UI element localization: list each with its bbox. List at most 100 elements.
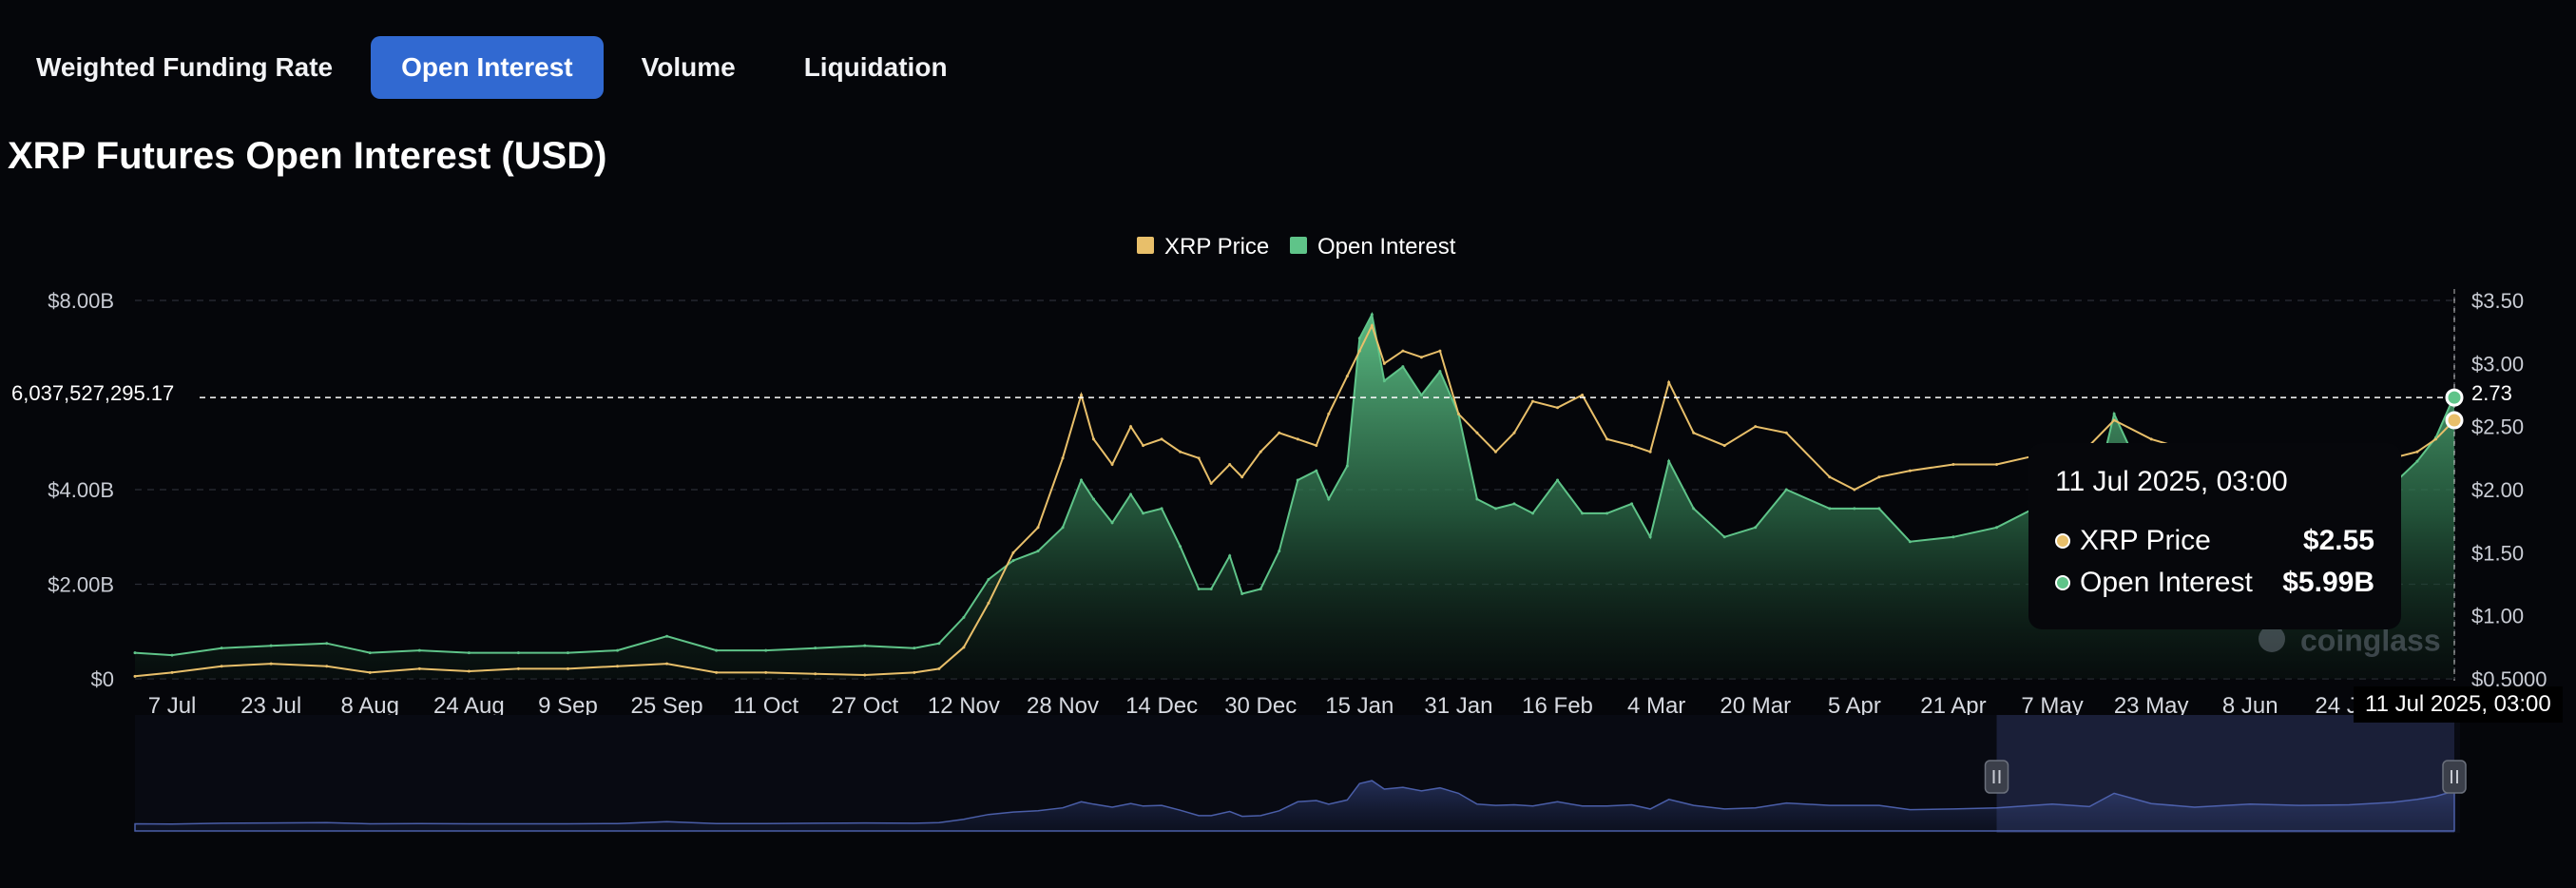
y-left-tick-label-1: $2.00B [48, 573, 114, 597]
oi-point-53 [1605, 512, 1609, 515]
tooltip-value-price: $2.55 [2302, 525, 2374, 556]
price-point-58 [1722, 444, 1726, 448]
price-point-65 [1951, 462, 1955, 466]
legend-item-price[interactable]: XRP Price [1137, 234, 1269, 260]
oi-point-56 [1667, 459, 1671, 463]
crosshair-left-value: 6,037,527,295.17 [4, 378, 183, 409]
oi-point-31 [1209, 587, 1213, 590]
price-point-55 [1648, 450, 1652, 454]
oi-point-45 [1438, 370, 1442, 374]
tab-weighted-funding-rate[interactable]: Weighted Funding Rate [36, 52, 334, 82]
oi-point-13 [764, 648, 768, 652]
price-point-39 [1345, 375, 1349, 378]
price-point-8 [516, 666, 520, 670]
x-tick-label-13: 31 Jan [1424, 693, 1492, 719]
x-tick-label-5: 25 Sep [631, 693, 703, 719]
tab-open-interest[interactable]: Open Interest [371, 36, 604, 99]
oi-point-59 [1754, 526, 1758, 530]
price-point-13 [764, 670, 768, 674]
price-point-20 [1011, 550, 1015, 554]
price-point-16 [913, 670, 916, 674]
tooltip-label-price: XRP Price [2080, 525, 2211, 556]
y-right-tick-label-5: $3.00 [2471, 352, 2524, 376]
oi-point-38 [1327, 497, 1331, 501]
oi-point-17 [937, 642, 941, 646]
price-point-42 [1382, 361, 1386, 365]
price-point-15 [863, 673, 867, 677]
legend: XRP Price Open Interest [1137, 234, 1456, 260]
price-point-60 [1784, 431, 1788, 434]
oi-point-65 [1951, 535, 1955, 539]
x-tick-label-7: 27 Oct [831, 693, 898, 719]
y-axis-left: $0 $2.00B $4.00B $8.00B [48, 289, 114, 691]
x-tick-label-0: 7 Jul [148, 693, 197, 719]
navigator-selection[interactable] [1996, 715, 2454, 833]
oi-point-60 [1784, 488, 1788, 492]
price-point-38 [1327, 412, 1331, 415]
price-point-57 [1692, 431, 1696, 434]
coinglass-logo-icon [2259, 626, 2285, 652]
price-point-34 [1259, 450, 1262, 454]
navigator[interactable] [134, 715, 2467, 833]
x-tick-label-6: 11 Oct [733, 693, 798, 719]
price-point-23 [1080, 394, 1084, 396]
x-tick-label-8: 12 Nov [928, 693, 1000, 719]
tab-volume[interactable]: Volume [641, 52, 736, 82]
oi-point-50 [1531, 512, 1535, 515]
y-axis-right: $0.5000$1.00$1.50$2.00$2.50$3.00$3.50 [2453, 289, 2547, 691]
oi-point-55 [1648, 535, 1652, 539]
x-tick-label-16: 20 Mar [1720, 693, 1791, 719]
oi-point-7 [467, 651, 471, 655]
oi-point-47 [1475, 497, 1479, 501]
price-point-44 [1419, 356, 1423, 359]
oi-point-8 [516, 651, 520, 655]
oi-point-39 [1345, 464, 1349, 468]
price-point-41 [1370, 324, 1374, 328]
oi-point-66 [1995, 526, 1999, 530]
navigator-handle-right-grip [2442, 760, 2467, 794]
price-point-26 [1129, 425, 1133, 429]
legend-item-oi[interactable]: Open Interest [1290, 234, 1456, 260]
oi-point-54 [1630, 502, 1634, 506]
price-point-36 [1296, 437, 1299, 441]
oi-point-49 [1512, 502, 1516, 506]
price-point-7 [467, 669, 471, 673]
tooltip-row-oi: Open Interest $5.99B [2055, 567, 2374, 599]
x-tick-label-18: 21 Apr [1920, 693, 1986, 719]
price-point-30 [1197, 456, 1201, 460]
navigator-handle-right[interactable] [2442, 760, 2467, 794]
x-tick-label-14: 16 Feb [1522, 693, 1593, 719]
price-point-17 [937, 666, 941, 670]
price-point-51 [1556, 406, 1560, 410]
price-point-50 [1531, 399, 1535, 403]
price-point-1 [170, 670, 174, 674]
oi-point-24 [1092, 497, 1096, 501]
oi-point-33 [1240, 591, 1244, 595]
price-point-5 [368, 670, 372, 674]
oi-point-27 [1142, 512, 1145, 515]
legend-swatch-oi [1290, 237, 1307, 254]
x-tick-label-1: 23 Jul [240, 693, 301, 719]
y-right-tick-label-4: $2.50 [2471, 415, 2524, 439]
oi-point-3 [269, 644, 273, 647]
open-interest-area [135, 314, 2454, 679]
price-point-25 [1110, 462, 1114, 466]
oi-point-61 [1828, 507, 1832, 511]
price-point-27 [1142, 444, 1145, 448]
price-point-35 [1278, 431, 1281, 434]
tab-liquidation[interactable]: Liquidation [803, 52, 948, 82]
oi-point-48 [1493, 507, 1497, 511]
x-tick-label-2: 8 Aug [341, 693, 399, 719]
price-point-56 [1667, 380, 1671, 384]
price-point-29 [1179, 450, 1182, 454]
navigator-handle-left[interactable] [1984, 760, 2009, 794]
price-point-69 [2112, 418, 2116, 422]
oi-point-28 [1160, 507, 1163, 511]
oi-point-15 [863, 644, 867, 647]
oi-point-6 [417, 648, 421, 652]
x-tick-label-11: 30 Dec [1224, 693, 1297, 719]
price-point-66 [1995, 462, 1999, 466]
oi-point-30 [1197, 587, 1201, 590]
oi-point-69 [2112, 412, 2116, 415]
